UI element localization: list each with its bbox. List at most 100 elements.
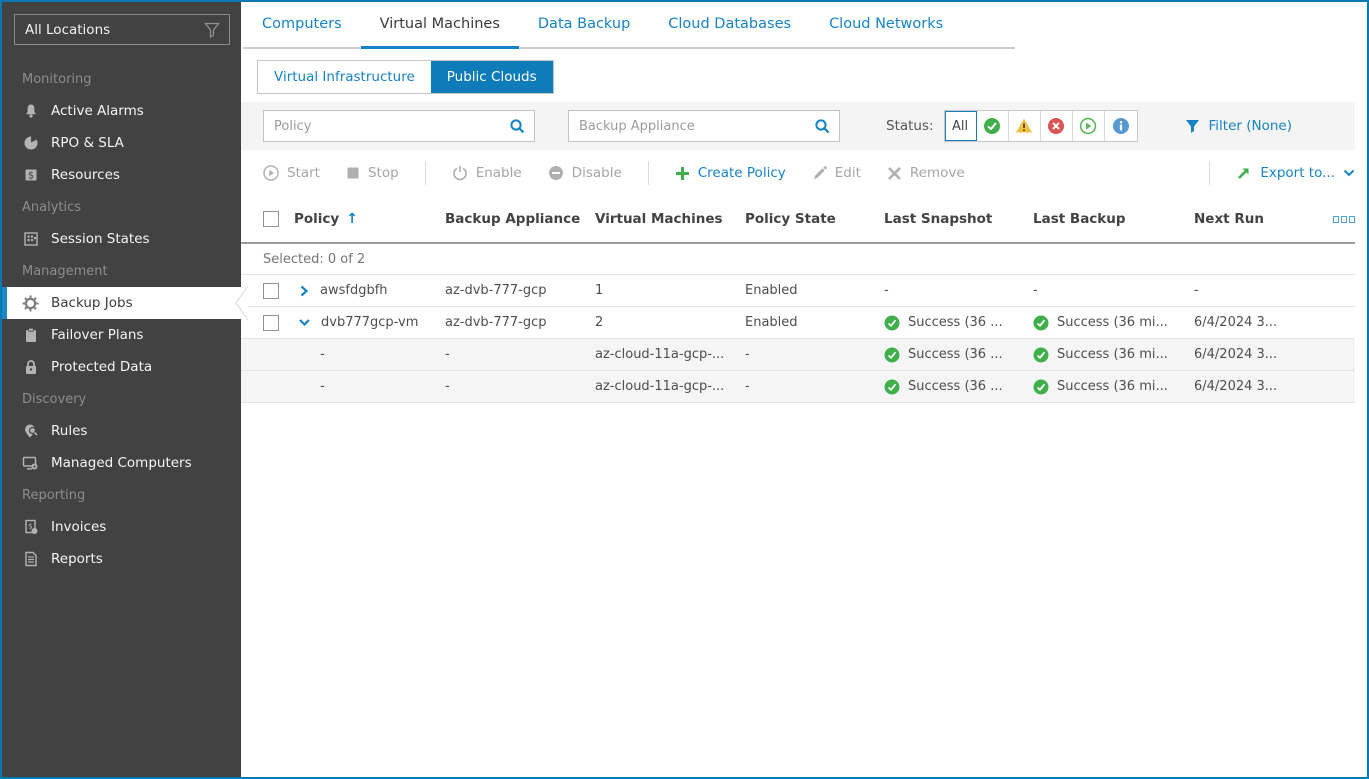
sidebar-item-invoices[interactable]: $ Invoices: [2, 511, 241, 543]
column-header-policy[interactable]: Policy ↑: [294, 211, 358, 227]
sidebar-item-label: Protected Data: [51, 359, 153, 375]
column-header-backup-appliance[interactable]: Backup Appliance: [445, 211, 581, 227]
row-checkbox[interactable]: [263, 282, 279, 299]
appliance-search-input[interactable]: [579, 118, 814, 134]
tab-cloud-networks[interactable]: Cloud Networks: [829, 16, 944, 32]
cell-last-snapshot: -: [884, 283, 889, 298]
info-circle-icon: [1112, 118, 1129, 134]
status-filter-success[interactable]: [976, 111, 1009, 141]
cell-next-run: 6/4/2024 3...: [1194, 315, 1278, 330]
cell-last-backup: -: [1033, 283, 1038, 298]
status-filter-info[interactable]: [1104, 111, 1137, 141]
enable-button[interactable]: Enable: [452, 165, 522, 181]
remove-button[interactable]: Remove: [887, 165, 965, 181]
sidebar-item-label: RPO & SLA: [51, 135, 124, 151]
status-filter-all[interactable]: All: [944, 111, 977, 141]
filter-none-label: Filter (None): [1208, 118, 1292, 134]
table-header: Policy ↑ Backup Appliance Virtual Machin…: [241, 196, 1355, 244]
table-subrow[interactable]: - - az-cloud-11a-gcp-... - Success (36 .…: [241, 371, 1355, 403]
expand-chevron-right-icon[interactable]: [298, 284, 310, 298]
location-selector[interactable]: All Locations: [14, 14, 230, 45]
export-arrow-icon: [1238, 168, 1249, 179]
cell-vms: az-cloud-11a-gcp-...: [595, 347, 725, 362]
cell-state: -: [745, 379, 750, 394]
search-icon: [815, 118, 830, 133]
column-chooser-icon[interactable]: [1333, 215, 1355, 223]
svg-text:$: $: [27, 171, 33, 182]
cell-last-snapshot: Success (36 ...: [884, 379, 1033, 395]
bell-icon: [22, 103, 39, 120]
warning-triangle-icon: [1016, 118, 1033, 133]
section-monitoring: Monitoring: [22, 71, 92, 87]
tab-computers[interactable]: Computers: [262, 16, 342, 32]
cell-state: Enabled: [745, 283, 798, 298]
cell-state: Enabled: [745, 315, 798, 330]
table-subrow[interactable]: - - az-cloud-11a-gcp-... - Success (36 .…: [241, 339, 1355, 371]
sidebar-item-label: Managed Computers: [51, 455, 192, 471]
success-badge-icon: [884, 379, 900, 395]
expand-chevron-down-icon[interactable]: [298, 316, 311, 329]
table-row[interactable]: dvb777gcp-vm az-dvb-777-gcp 2 Enabled Su…: [241, 307, 1355, 339]
edit-button[interactable]: Edit: [812, 165, 861, 181]
invoice-icon: $: [22, 519, 39, 536]
success-badge-icon: [884, 315, 900, 331]
sort-ascending-icon: ↑: [346, 211, 358, 227]
sidebar-item-managed-computers[interactable]: Managed Computers: [2, 447, 241, 479]
pin-search-icon: [22, 423, 39, 440]
tab-cloud-databases[interactable]: Cloud Databases: [668, 16, 792, 32]
status-filter-running[interactable]: [1072, 111, 1105, 141]
action-toolbar: Start Stop Enable Disable Create Policy: [241, 150, 1355, 196]
policy-name: awsfdgbfh: [320, 283, 388, 298]
select-all-checkbox[interactable]: [263, 211, 279, 227]
funnel-outline-icon: [204, 22, 220, 38]
cell-policy: -: [320, 347, 325, 362]
toolbar-divider: [424, 161, 426, 185]
sub-tabs: Virtual Infrastructure Public Clouds: [257, 60, 554, 94]
cell-vms: az-cloud-11a-gcp-...: [595, 379, 725, 394]
subtab-virtual-infrastructure[interactable]: Virtual Infrastructure: [274, 69, 415, 85]
sidebar-item-rules[interactable]: Rules: [2, 415, 241, 447]
cell-next-run: 6/4/2024 3...: [1194, 379, 1278, 394]
column-header-next-run[interactable]: Next Run: [1194, 211, 1264, 227]
toolbar-divider: [1209, 161, 1211, 185]
tab-data-backup[interactable]: Data Backup: [537, 16, 631, 32]
start-button[interactable]: Start: [263, 165, 320, 181]
create-policy-button[interactable]: Create Policy: [675, 165, 786, 181]
table-row[interactable]: awsfdgbfh az-dvb-777-gcp 1 Enabled - - -: [241, 275, 1355, 307]
column-header-virtual-machines[interactable]: Virtual Machines: [595, 211, 723, 227]
check-circle-icon: [984, 118, 1001, 134]
filter-none-button[interactable]: Filter (None): [1185, 118, 1292, 134]
sidebar-nav: Monitoring Active Alarms RPO & SLA $ Res…: [2, 63, 249, 575]
subtab-public-clouds[interactable]: Public Clouds: [430, 61, 553, 93]
export-button[interactable]: Export to...: [1236, 165, 1355, 181]
sidebar-item-reports[interactable]: Reports: [2, 543, 241, 575]
section-discovery: Discovery: [22, 391, 87, 407]
cell-vms: 1: [595, 283, 604, 298]
column-header-last-backup[interactable]: Last Backup: [1033, 211, 1126, 227]
sidebar-item-protected-data[interactable]: Protected Data: [2, 351, 241, 383]
status-filter-error[interactable]: [1040, 111, 1073, 141]
column-header-last-snapshot[interactable]: Last Snapshot: [884, 211, 993, 227]
sidebar-item-label: Reports: [51, 551, 103, 567]
status-filter-warning[interactable]: [1008, 111, 1041, 141]
sidebar-item-backup-jobs[interactable]: Backup Jobs: [2, 285, 249, 321]
x-icon: [887, 166, 901, 180]
sidebar-item-label: Rules: [51, 423, 88, 439]
tab-virtual-machines[interactable]: Virtual Machines: [360, 2, 519, 49]
stop-button[interactable]: Stop: [346, 165, 399, 181]
sidebar-item-failover-plans[interactable]: Failover Plans: [2, 319, 241, 351]
cell-appliance: -: [445, 347, 450, 362]
row-checkbox[interactable]: [263, 314, 279, 331]
sidebar-item-resources[interactable]: $ Resources: [2, 159, 241, 191]
success-badge-icon: [884, 347, 900, 363]
sidebar-item-rpo-sla[interactable]: RPO & SLA: [2, 127, 241, 159]
sidebar-item-session-states[interactable]: Session States: [2, 223, 241, 255]
disable-button[interactable]: Disable: [548, 165, 622, 181]
pie-chart-icon: [22, 135, 39, 152]
main-content: Computers Virtual Machines Data Backup C…: [241, 2, 1367, 777]
column-header-policy-state[interactable]: Policy State: [745, 211, 836, 227]
sidebar-item-active-alarms[interactable]: Active Alarms: [2, 95, 241, 127]
selection-summary: Selected: 0 of 2: [241, 244, 1355, 275]
policy-search-input[interactable]: [274, 118, 509, 134]
